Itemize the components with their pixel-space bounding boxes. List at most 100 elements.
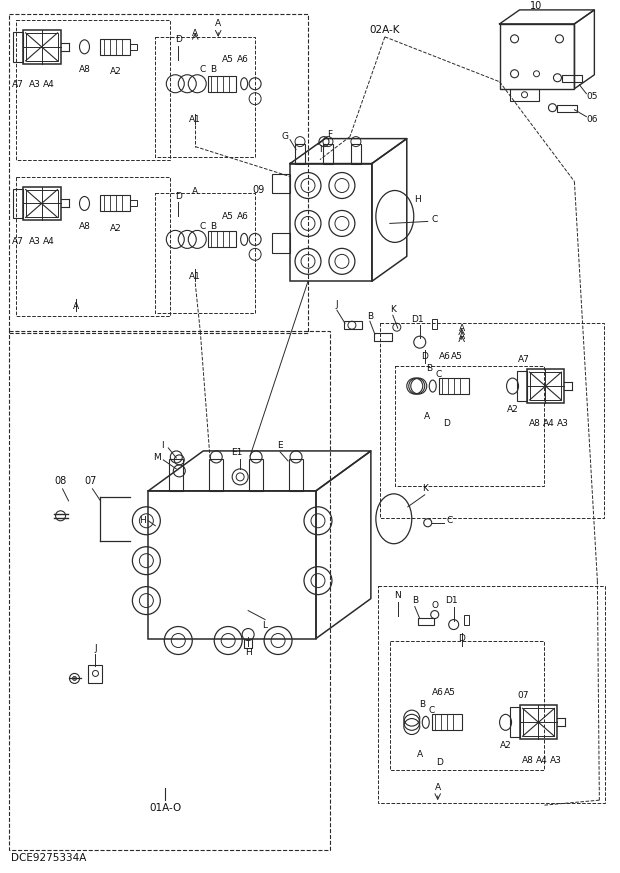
Text: A3: A3 [557,420,569,429]
Text: H: H [139,516,146,526]
Bar [529,372,562,400]
Text: J: J [335,299,339,309]
Bar [344,321,362,329]
Bar [272,174,290,194]
Text: C: C [446,516,453,526]
Text: A6: A6 [237,212,249,221]
Bar [9,331,330,850]
Bar [208,231,236,247]
Bar [395,366,544,486]
Bar [148,491,316,638]
Text: A4: A4 [43,237,55,246]
Text: A: A [459,324,465,333]
Text: A3: A3 [549,756,561,765]
Text: J: J [94,644,97,653]
Bar [510,89,539,100]
Bar [432,714,462,731]
Text: N: N [394,591,401,600]
Text: 07: 07 [518,691,529,700]
Bar [16,176,170,316]
Text: A: A [73,302,79,311]
Text: D: D [175,35,182,45]
Bar [380,323,604,518]
Text: A8: A8 [79,222,91,231]
Bar [272,233,290,253]
Text: D: D [458,634,465,643]
Text: I: I [319,145,321,155]
Text: 05: 05 [587,93,598,101]
Text: A1: A1 [189,115,202,124]
Text: 09: 09 [252,184,264,195]
Bar [323,143,333,163]
Bar [432,320,436,329]
Text: A5: A5 [222,212,234,221]
Bar [100,38,130,55]
Text: A: A [417,750,423,759]
Text: A2: A2 [507,404,518,414]
Bar [378,586,605,803]
Text: A1: A1 [189,272,202,281]
Text: A5: A5 [444,688,456,697]
Text: D: D [175,192,182,201]
Bar [295,143,305,163]
Bar [89,665,102,684]
Bar [500,24,574,89]
Text: D: D [436,758,443,766]
Bar [9,14,308,333]
Text: B: B [426,364,432,373]
Bar [516,371,526,401]
Text: A4: A4 [542,420,554,429]
Text: DCE9275334A: DCE9275334A [11,853,86,863]
Bar [374,333,392,341]
Text: G: G [281,132,288,141]
Text: H: H [245,648,252,657]
Bar [100,196,130,211]
Text: A4: A4 [536,756,547,765]
Bar [562,75,582,82]
Bar [23,30,61,64]
Text: A6: A6 [439,352,451,361]
Text: A7: A7 [12,237,24,246]
Text: B: B [210,222,216,231]
Text: K: K [422,485,428,493]
Text: A6: A6 [432,688,444,697]
Bar [351,143,361,163]
Bar [209,459,223,491]
Text: A: A [192,30,198,38]
Text: A7: A7 [518,354,529,364]
Bar [23,187,61,221]
Text: L: L [263,621,268,630]
Bar [520,705,557,739]
Text: I: I [161,442,164,450]
Bar [169,459,184,491]
Text: M: M [154,453,161,463]
Text: C: C [199,222,205,231]
Text: A8: A8 [79,65,91,74]
Bar [130,201,138,207]
Bar [156,37,255,156]
Text: A2: A2 [110,67,122,76]
Text: 02A-K: 02A-K [370,24,400,35]
Bar [12,189,23,218]
Bar [526,369,564,403]
Text: 10: 10 [530,1,542,10]
Bar [25,189,58,217]
Text: A: A [192,187,198,196]
Text: A: A [435,783,441,792]
Text: A2: A2 [110,223,122,233]
Bar [390,641,544,770]
Text: A4: A4 [43,80,55,89]
Text: A7: A7 [12,80,24,89]
Bar [289,459,303,491]
Text: 08: 08 [55,476,67,486]
Text: C: C [436,369,442,379]
Bar [249,459,263,491]
Bar [523,708,554,736]
Text: A3: A3 [29,80,40,89]
Text: B: B [418,700,425,709]
Text: O: O [432,601,438,610]
Text: A6: A6 [237,55,249,65]
Bar [557,105,577,112]
Text: A5: A5 [451,352,463,361]
Text: C: C [199,65,205,74]
